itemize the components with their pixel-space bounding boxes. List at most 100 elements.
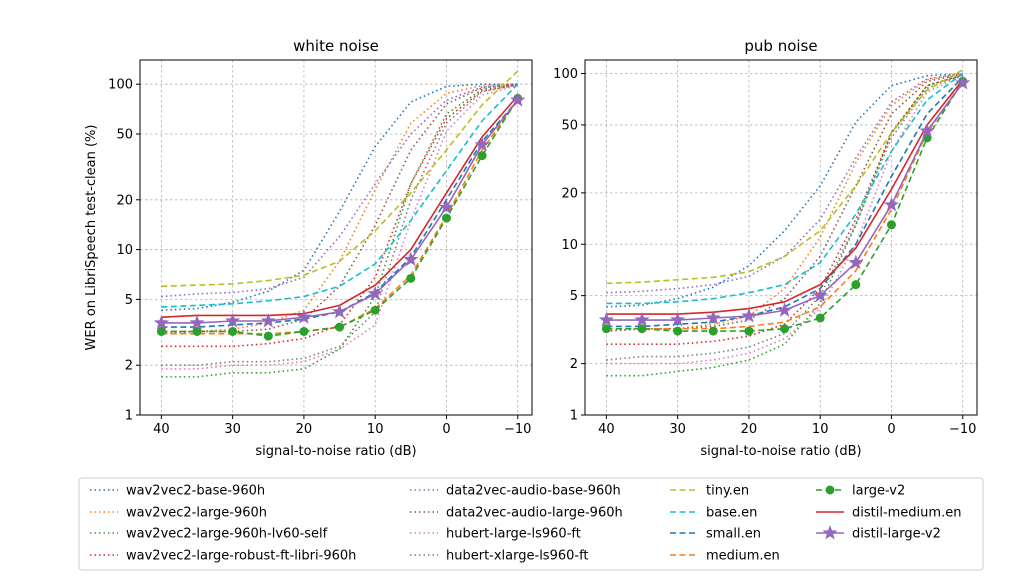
chart-title: white noise [293,37,379,55]
data-point-large-v2 [780,324,790,334]
data-point-large-v2 [370,305,380,315]
data-point-distil-large-v2 [367,285,383,301]
y-tick-label: 20 [561,186,578,201]
data-point-distil-large-v2 [189,314,205,330]
legend-marker [822,525,838,540]
data-point-distil-large-v2 [776,302,793,317]
chart-title: pub noise [744,37,817,55]
data-point-distil-large-v2 [403,251,419,267]
axes-frame [139,59,533,416]
legend-label: wav2vec2-large-robust-ft-libri-960h [126,549,356,564]
x-tick-label: 20 [741,422,758,437]
x-tick-label: 0 [887,422,895,437]
legend: wav2vec2-base-960h wav2vec2-large-960h wav… [78,477,984,571]
series-line-hubert-large-ls960-ft [606,75,964,365]
y-tick-label: 5 [125,293,133,308]
data-point-distil-large-v2 [260,313,276,328]
series-line-wav2vec2-large-960h-lv60-self [161,84,518,378]
data-point-distil-large-v2 [741,308,757,323]
legend-label: hubert-large-ls960-ft [446,527,581,542]
series-line-data2vec-audio-large-960h [161,83,518,335]
data-point-large-v2 [886,220,896,230]
x-tick-label: 40 [153,422,170,437]
legend-label: distil-large-v2 [852,527,941,542]
data-point-large-v2 [192,326,202,336]
series-line-large-v2 [606,80,964,332]
legend-label: wav2vec2-large-960h-lv60-self [126,527,328,542]
legend-frame [78,477,984,571]
legend-label: medium.en [706,549,780,564]
y-tick-label: 100 [553,67,578,82]
data-point-distil-large-v2 [153,314,169,330]
data-point-distil-large-v2 [474,136,490,152]
axes-frame [584,59,978,416]
data-point-large-v2 [263,331,273,341]
series-line-base.en [606,72,964,305]
y-tick-label: 50 [116,127,133,142]
data-point-large-v2 [601,324,611,334]
data-point-large-v2 [673,326,683,336]
data-point-large-v2 [299,326,309,336]
data-point-distil-large-v2 [598,312,614,327]
legend-label: large-v2 [852,484,905,499]
x-tick-label: 10 [812,422,829,437]
y-axis-label: WER on LibriSpeech test-clean (%) [84,125,99,351]
x-tick-label: 30 [669,422,686,437]
data-point-large-v2 [228,326,238,336]
y-tick-label: 20 [116,193,133,208]
x-tick-label: 40 [598,422,615,437]
y-tick-label: 50 [561,118,578,133]
data-point-distil-large-v2 [919,123,935,138]
series-line-distil-large-v2 [161,99,519,324]
data-point-distil-large-v2 [296,309,312,324]
data-point-large-v2 [477,151,487,161]
data-point-large-v2 [744,326,754,336]
series-line-small.en [606,76,964,328]
data-point-distil-large-v2 [510,92,526,107]
y-tick-label: 100 [108,78,133,93]
series-line-hubert-xlarge-ls960-ft [606,74,964,361]
series-line-data2vec-audio-base-960h [606,72,963,294]
series-line-distil-medium.en [606,79,964,315]
legend-label: hubert-xlarge-ls960-ft [446,549,589,564]
data-point-large-v2 [406,273,416,283]
data-point-large-v2 [815,313,825,323]
data-point-distil-large-v2 [705,309,721,325]
data-point-large-v2 [708,326,718,336]
data-point-large-v2 [441,213,451,223]
legend-label: distil-medium.en [852,506,961,521]
legend-label: base.en [706,506,757,521]
series-line-medium.en [161,99,519,335]
data-point-large-v2 [851,280,861,290]
data-point-distil-large-v2 [225,313,241,328]
series-line-wav2vec2-base-960h [606,72,963,308]
y-tick-label: 2 [570,357,578,372]
data-point-distil-large-v2 [812,287,828,303]
legend-label: wav2vec2-base-960h [126,484,265,499]
y-tick-label: 2 [125,359,133,374]
legend-label: wav2vec2-large-960h [126,506,267,521]
series-group [153,70,526,378]
y-tick-label: 10 [561,238,578,253]
legend-label: small.en [706,527,761,542]
data-point-distil-large-v2 [438,199,455,214]
series-group [598,69,971,377]
legend-label: data2vec-audio-large-960h [446,506,623,521]
series-line-small.en [161,99,519,328]
data-point-large-v2 [637,324,647,334]
x-tick-label: −10 [504,422,531,437]
series-line-data2vec-audio-base-960h [161,83,518,298]
y-tick-label: 10 [116,243,133,258]
data-point-large-v2 [335,322,345,332]
series-line-distil-medium.en [161,95,519,319]
x-tick-label: 10 [367,422,384,437]
legend-label: data2vec-audio-base-960h [446,484,621,499]
grid [140,60,532,416]
data-point-distil-large-v2 [955,75,971,90]
series-line-tiny.en [161,70,519,288]
series-line-base.en [161,83,519,308]
series-line-wav2vec2-large-960h-lv60-self [606,74,963,377]
series-line-hubert-large-ls960-ft [161,84,518,370]
